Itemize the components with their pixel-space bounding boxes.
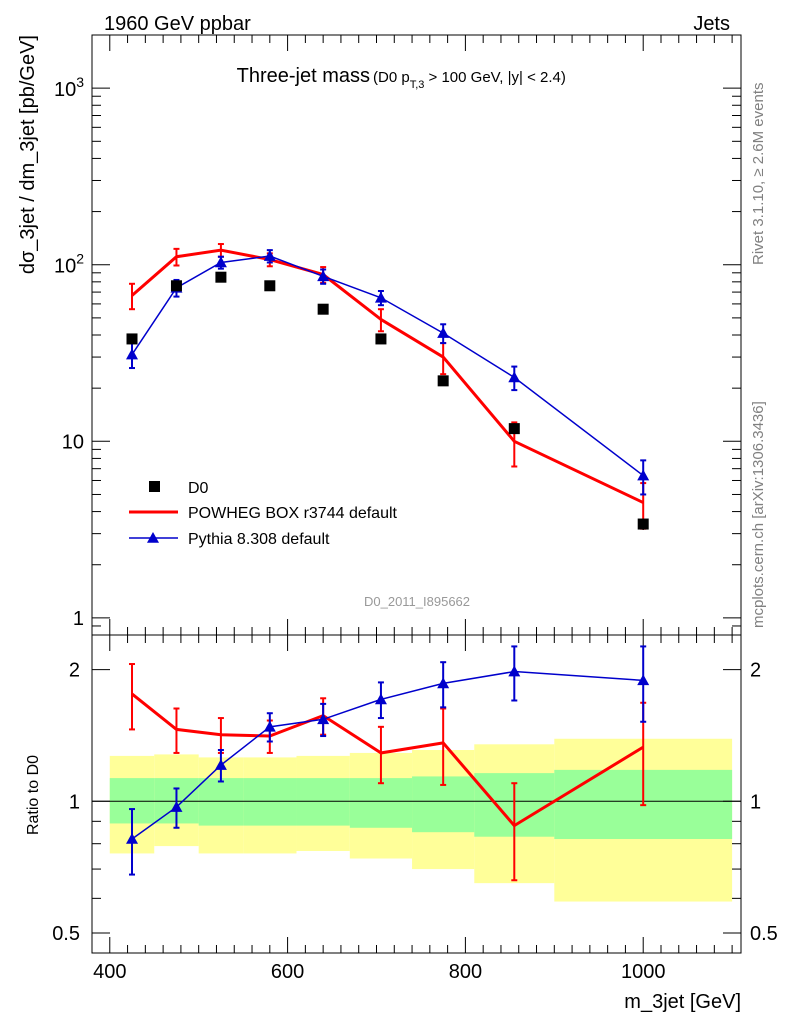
source-label: mcplots.cern.ch [arXiv:1306.3436]: [750, 401, 767, 628]
data-point: [508, 423, 520, 435]
pythia-point: [437, 327, 450, 338]
x-axis-label: m_3jet [GeV]: [624, 991, 741, 1013]
chart-title: Three-jet mass: [237, 65, 370, 87]
legend-label: Pythia 8.308 default: [188, 531, 330, 548]
pythia-ratio-point: [214, 759, 227, 770]
pythia-point: [637, 469, 650, 481]
uncertainty-band-inner: [243, 778, 297, 826]
uncertainty-band-inner: [349, 778, 413, 828]
legend: D0 POWHEG BOX r3744 default Pythia 8.308 d…: [129, 480, 398, 548]
pythia-point: [263, 250, 276, 261]
x-tick-label: 400: [93, 961, 126, 983]
pythia-line: [131, 255, 644, 477]
x-tick-label: 800: [449, 961, 482, 983]
data-point: [375, 333, 387, 345]
data-point: [264, 280, 276, 292]
pythia-ratio-point: [637, 674, 650, 686]
pythia-ratio-point: [170, 801, 183, 812]
watermark: D0_2011_I895662: [364, 594, 470, 609]
y-tick-label: 2: [69, 660, 80, 682]
pythia-ratio-point: [263, 720, 276, 732]
data-point: [215, 271, 227, 283]
legend-marker-pythia: [147, 532, 159, 543]
data-point: [317, 303, 329, 315]
uncertainty-band-inner: [198, 778, 244, 826]
powheg-line: [131, 248, 644, 504]
pythia-point: [508, 371, 521, 383]
data-point: [126, 333, 138, 345]
ratio-frame: [91, 634, 742, 954]
rivet-label: Rivet 3.1.10, ≥ 2.6M events: [750, 83, 767, 266]
pythia-ratio-point: [374, 693, 387, 705]
pythia-ratio-point: [508, 665, 521, 677]
y-tick-label-right: 1: [750, 791, 761, 813]
pythia-point: [374, 291, 387, 303]
pythia-point: [317, 270, 330, 282]
pythia-point: [214, 256, 227, 268]
pythia-ratio-point: [437, 677, 450, 689]
main-panel: 1 10 102 103 Three-jet mass (D0 pT,3 > 100 Ge…: [17, 34, 742, 636]
chart-subtitle: (D0 pT,3 > 100 GeV, |y| < 2.4): [373, 69, 566, 91]
data-point: [437, 375, 449, 387]
x-tick-label: 600: [271, 961, 304, 983]
pythia-ratio-point: [126, 833, 139, 844]
ratio-panel: 0.5 0.5 1 1 2 2 400 600 800 1000 m_3jet [GeV] Ratio…: [25, 634, 778, 1013]
y-tick-label-right: 2: [750, 660, 761, 682]
y-tick-label: 1: [69, 791, 80, 813]
data-point: [637, 518, 649, 530]
legend-marker-data: [149, 481, 160, 492]
legend-label: POWHEG BOX r3744 default: [188, 505, 398, 522]
ratio-axis-label: Ratio to D0: [25, 755, 42, 835]
category-label: Jets: [693, 13, 730, 35]
legend-label: D0: [188, 480, 209, 497]
energy-label: 1960 GeV ppbar: [104, 13, 251, 35]
pythia-point: [126, 348, 139, 360]
pythia-ratio-point: [317, 713, 330, 725]
x-tick-label: 1000: [621, 961, 666, 983]
y-tick-label: 1: [73, 608, 84, 630]
y-tick-label: 0.5: [52, 923, 80, 945]
y-axis-label: dσ_3jet / dm_3jet [pb/GeV]: [17, 35, 39, 274]
y-tick-label-right: 0.5: [750, 923, 778, 945]
y-tick-label: 10: [62, 431, 84, 453]
uncertainty-band-inner: [296, 778, 350, 826]
data-point: [170, 280, 182, 292]
y-tick-label: 102: [54, 251, 84, 278]
y-tick-label: 103: [54, 74, 84, 101]
